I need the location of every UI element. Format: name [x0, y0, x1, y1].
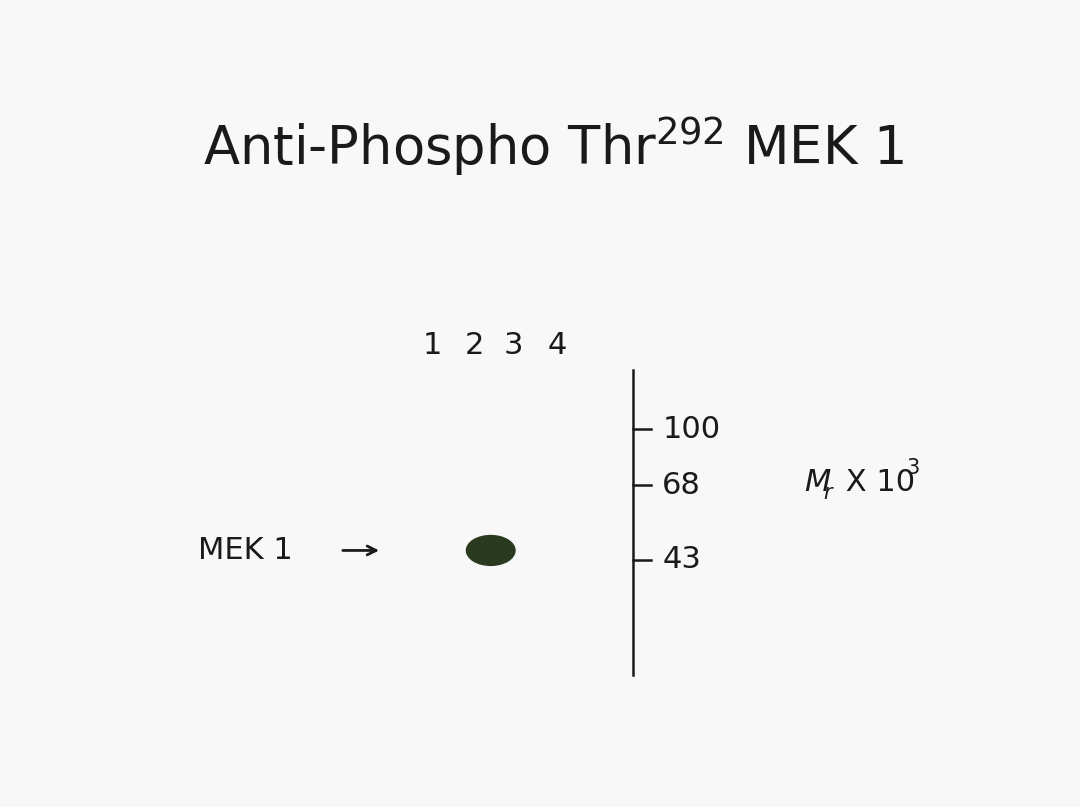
- Text: MEK 1: MEK 1: [198, 536, 293, 565]
- Text: X 10: X 10: [836, 467, 916, 496]
- Text: 3: 3: [503, 331, 523, 360]
- Text: 43: 43: [662, 546, 701, 575]
- Text: 4: 4: [548, 331, 567, 360]
- Text: 68: 68: [662, 470, 701, 500]
- Text: M: M: [805, 467, 831, 496]
- Text: Anti-Phospho Thr$^{292}$ MEK 1: Anti-Phospho Thr$^{292}$ MEK 1: [203, 115, 904, 178]
- Text: 100: 100: [662, 415, 720, 444]
- Text: 3: 3: [906, 458, 919, 479]
- Text: 2: 2: [464, 331, 484, 360]
- Ellipse shape: [467, 536, 515, 566]
- Text: 1: 1: [422, 331, 442, 360]
- Text: r: r: [823, 483, 832, 504]
